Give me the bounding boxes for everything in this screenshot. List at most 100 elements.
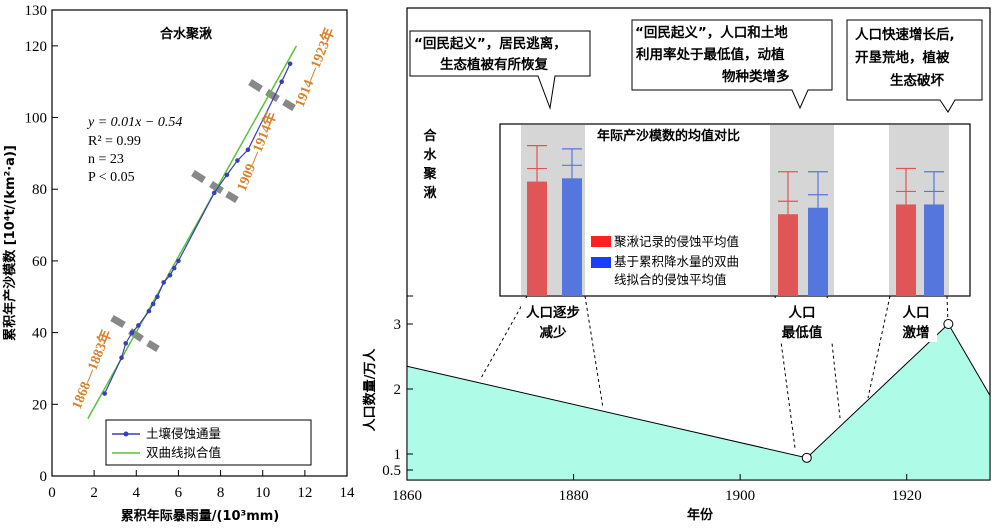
right-x-tick-label: 1880: [559, 488, 589, 504]
left-y-tick-label: 20: [32, 397, 47, 413]
erosion-flux-point: [176, 258, 181, 264]
legend-marker-erosion: [123, 431, 129, 437]
note-3-line-3: 生态破坏: [890, 72, 944, 89]
side-label-char: 聚: [422, 167, 437, 182]
population-min-marker: [801, 452, 812, 463]
p-value: P < 0.05: [88, 170, 135, 185]
inset-legend-2a: 基于累积降水量的双曲: [614, 254, 739, 269]
erosion-flux-point: [171, 265, 177, 271]
stage-3-line-1: 人口: [903, 305, 930, 321]
stage-3-line-2: 激增: [903, 324, 930, 341]
inset-chart: 年际产沙模数的均值对比 聚湫记录的侵蚀平均值 基于累积降水量的双曲 线拟合的侵蚀…: [499, 123, 971, 297]
side-label-char: 合: [423, 128, 437, 144]
erosion-flux-point: [123, 341, 129, 346]
note-box-1: “回民起义”，居民逃离， 生态植被有所恢复: [409, 30, 591, 110]
inset-bar: [562, 178, 582, 296]
right-x-tick-label: 1860: [392, 488, 422, 504]
erosion-flux-point: [211, 190, 217, 196]
inset-bar: [924, 204, 944, 296]
left-y-tick-label: 100: [25, 111, 48, 127]
stage-labels: 人口逐步 减少 人口 最低值 人口 激增: [521, 298, 937, 342]
inset-bar: [778, 214, 798, 296]
erosion-flux-line: [104, 63, 291, 394]
left-y-tick-label: 40: [32, 326, 47, 342]
erosion-flux-point: [136, 323, 141, 328]
left-x-tick-label: 0: [48, 485, 56, 501]
erosion-flux-point: [287, 61, 293, 67]
stage-1-line-1: 人口逐步: [526, 304, 580, 321]
note-1-line-2: 生态植被有所恢复: [440, 56, 548, 73]
inset-bar: [527, 181, 547, 296]
period-label-1868: 1868—1883年: [68, 327, 115, 411]
erosion-flux-point: [155, 294, 160, 300]
left-y-tick-label: 130: [25, 3, 48, 19]
right-y-tick-label: 2: [394, 382, 402, 398]
legend-fit: 双曲线拟合值: [146, 445, 221, 460]
erosion-flux-point: [245, 147, 251, 153]
note-box-2: “回民起义”，人口和土地 利用率处于最低值，动植 物种类增多: [631, 19, 833, 110]
left-x-tick-label: 8: [217, 485, 225, 501]
left-y-tick-label: 80: [32, 182, 47, 198]
left-y-axis-label: 累积年产沙模数 [10⁴t/(km²·a)]: [2, 145, 18, 341]
erosion-flux-point: [235, 158, 240, 163]
left-x-tick-label: 12: [297, 485, 312, 501]
erosion-flux-point: [119, 355, 124, 361]
left-x-ticks: 0 2 4 6 8 10 12 14: [48, 470, 355, 501]
left-x-tick-label: 14: [340, 485, 356, 501]
note-3-line-1: 人口快速增长后,: [855, 26, 955, 43]
side-label-char: 水: [423, 147, 437, 163]
left-y-tick-label: 0: [40, 469, 48, 485]
note-3-line-2: 开垦荒地，植被: [855, 49, 950, 66]
period-label-1914: 1914—1923年: [291, 25, 338, 109]
side-label-char: 湫: [423, 185, 436, 201]
period-label-1909: 1909—1914年: [233, 109, 280, 193]
right-x-axis-label: 年份: [687, 507, 714, 523]
note-2-line-2: 利用率处于最低值，动植: [636, 46, 785, 63]
inset-legend-2b: 线拟合的侵蚀平均值: [614, 272, 727, 287]
inset-legend-blue: [591, 257, 611, 268]
legend-erosion: 土壤侵蚀通量: [146, 426, 221, 441]
inset-bars: [527, 145, 944, 296]
stage-2-line-1: 人口: [789, 305, 816, 321]
note-1-line-1: “回民起义”，居民逃离，: [414, 35, 567, 52]
erosion-flux-point: [146, 308, 152, 314]
left-x-tick-label: 4: [133, 485, 141, 501]
erosion-flux-point: [224, 172, 230, 178]
erosion-flux-point: [279, 79, 284, 84]
right-y-ticks: 0.51 2 3: [382, 295, 413, 479]
right-y-axis-label: 人口数量/万人: [362, 348, 378, 432]
equation-line: y = 0.01x − 0.54: [86, 115, 182, 130]
left-x-tick-label: 2: [90, 485, 98, 501]
left-plot-frame: [51, 9, 348, 477]
inset-legend-red: [591, 236, 611, 247]
right-y-tick-label: 1: [394, 447, 402, 463]
left-chart: 0 2 4 6 8 10 12 14 0 20 40 60 80 100 120 130 合水聚湫 累积年际…: [2, 3, 355, 524]
erosion-flux-point: [129, 330, 135, 335]
right-x-ticks: 1860 1880 1900 1920: [392, 474, 922, 504]
note-2-line-3: 物种类增多: [722, 68, 790, 85]
population-max-marker: [943, 319, 954, 329]
note-box-3: 人口快速增长后, 开垦荒地，植被 生态破坏: [846, 19, 983, 113]
left-x-tick-label: 10: [255, 485, 270, 501]
left-x-axis-label: 累积年际暴雨量/(10³mm): [121, 508, 280, 524]
erosion-flux-point: [150, 301, 156, 307]
stage-1-line-2: 减少: [540, 324, 568, 341]
right-y-tick-label: 0.5: [382, 463, 401, 479]
stage-2-line-2: 最低值: [782, 324, 823, 341]
left-y-tick-label: 60: [32, 254, 47, 270]
inset-bar: [896, 204, 916, 296]
erosion-flux-point: [102, 391, 107, 396]
right-y-tick-label: 3: [394, 317, 402, 333]
inset-legend-1: 聚湫记录的侵蚀平均值: [614, 234, 739, 249]
left-y-tick-label: 120: [25, 39, 48, 55]
note-2-line-1: “回民起义”，人口和土地: [635, 24, 788, 41]
erosion-flux-point: [167, 272, 173, 278]
r-squared: R² = 0.99: [88, 134, 141, 149]
right-x-tick-label: 1900: [725, 488, 755, 504]
right-x-tick-label: 1920: [892, 488, 922, 504]
side-label-heshui: 合水聚湫: [422, 128, 437, 201]
erosion-flux-point: [161, 280, 166, 285]
inset-bar: [808, 207, 828, 296]
